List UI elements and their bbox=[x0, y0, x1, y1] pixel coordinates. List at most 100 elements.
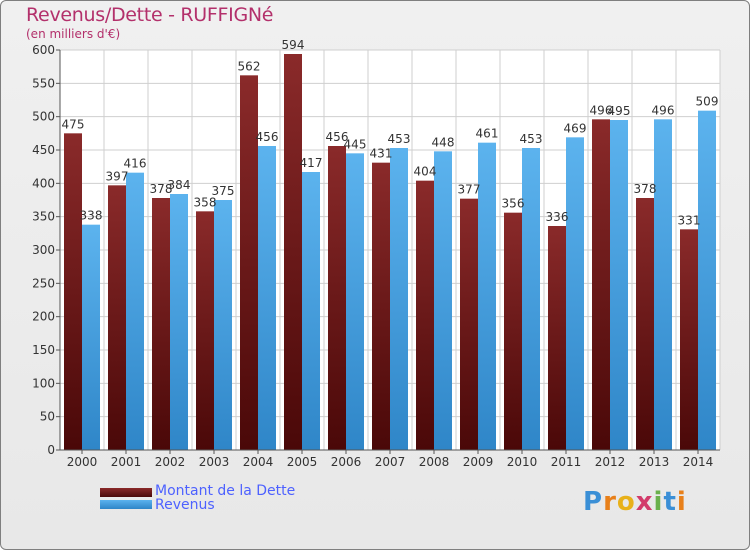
y-tick-label: 250 bbox=[32, 276, 55, 290]
data-label-dette: 475 bbox=[62, 117, 85, 131]
bar-revenus bbox=[654, 119, 672, 450]
x-tick-label: 2007 bbox=[375, 455, 406, 469]
data-label-revenus: 445 bbox=[344, 137, 367, 151]
data-label-dette: 358 bbox=[194, 195, 217, 209]
data-label-dette: 356 bbox=[502, 197, 525, 211]
x-tick-label: 2012 bbox=[595, 455, 626, 469]
legend-label-revenus: Revenus bbox=[155, 497, 215, 513]
bar-revenus bbox=[566, 137, 584, 451]
bar-revenus bbox=[478, 142, 496, 450]
y-tick-label: 600 bbox=[32, 43, 55, 57]
data-label-dette: 336 bbox=[546, 210, 569, 224]
bar-revenus bbox=[258, 146, 276, 450]
bar-dette bbox=[64, 133, 82, 451]
bar-dette bbox=[592, 119, 610, 450]
data-label-dette: 562 bbox=[238, 59, 261, 73]
bar-dette bbox=[152, 198, 170, 450]
bar-revenus bbox=[522, 148, 540, 450]
bar-dette bbox=[416, 180, 434, 450]
x-tick-label: 2001 bbox=[111, 455, 142, 469]
legend-label-dette: Montant de la Dette bbox=[155, 483, 296, 499]
logo-letter: x bbox=[635, 487, 654, 517]
chart-title: Revenus/Dette - RUFFIGNé bbox=[26, 4, 274, 26]
data-label-dette: 331 bbox=[678, 213, 701, 227]
bar-dette bbox=[240, 75, 258, 450]
bar-dette bbox=[196, 211, 214, 450]
data-label-revenus: 453 bbox=[520, 132, 543, 146]
bar-dette bbox=[328, 146, 346, 450]
bar-revenus bbox=[390, 148, 408, 450]
data-label-dette: 496 bbox=[590, 103, 613, 117]
bar-dette bbox=[680, 229, 698, 450]
bar-dette bbox=[460, 198, 478, 450]
y-tick-label: 150 bbox=[32, 343, 55, 357]
data-label-revenus: 461 bbox=[476, 127, 499, 141]
data-label-revenus: 448 bbox=[432, 135, 455, 149]
x-tick-label: 2011 bbox=[551, 455, 582, 469]
y-tick-label: 500 bbox=[32, 110, 55, 124]
logo-letter: t bbox=[663, 487, 677, 517]
logo-letter: o bbox=[616, 487, 636, 517]
bar-dette bbox=[108, 185, 126, 451]
x-tick-label: 2006 bbox=[331, 455, 362, 469]
bar-dette bbox=[284, 54, 302, 450]
x-tick-label: 2009 bbox=[463, 455, 494, 469]
data-label-revenus: 416 bbox=[124, 157, 147, 171]
data-label-revenus: 375 bbox=[212, 184, 235, 198]
data-label-dette: 456 bbox=[326, 130, 349, 144]
x-tick-label: 2005 bbox=[287, 455, 318, 469]
y-tick-label: 0 bbox=[47, 443, 55, 457]
logo-letter: i bbox=[653, 487, 664, 517]
data-label-revenus: 384 bbox=[168, 178, 191, 192]
bar-revenus bbox=[698, 110, 716, 451]
y-tick-label: 200 bbox=[32, 310, 55, 324]
x-tick-label: 2004 bbox=[243, 455, 274, 469]
data-label-revenus: 456 bbox=[256, 130, 279, 144]
legend-swatch-dette bbox=[100, 488, 152, 497]
data-label-revenus: 338 bbox=[80, 209, 103, 223]
bar-dette bbox=[548, 226, 566, 450]
bar-revenus bbox=[82, 224, 100, 450]
data-label-revenus: 417 bbox=[300, 156, 323, 170]
data-label-revenus: 509 bbox=[696, 95, 719, 109]
bar-revenus bbox=[346, 153, 364, 451]
data-label-dette: 404 bbox=[414, 165, 437, 179]
logo-letter: r bbox=[603, 487, 617, 517]
data-label-dette: 377 bbox=[458, 183, 481, 197]
chart-subtitle: (en milliers d'€) bbox=[26, 27, 121, 41]
data-label-revenus: 469 bbox=[564, 121, 587, 135]
data-label-dette: 397 bbox=[106, 169, 129, 183]
y-tick-label: 350 bbox=[32, 210, 55, 224]
y-tick-label: 300 bbox=[32, 243, 55, 257]
y-tick-label: 50 bbox=[40, 410, 55, 424]
data-label-revenus: 453 bbox=[388, 132, 411, 146]
x-tick-label: 2008 bbox=[419, 455, 450, 469]
bar-dette bbox=[372, 162, 390, 450]
data-label-revenus: 495 bbox=[608, 104, 631, 118]
bar-revenus bbox=[302, 172, 320, 450]
legend-swatch-revenus bbox=[100, 500, 152, 509]
x-tick-label: 2003 bbox=[199, 455, 230, 469]
data-label-dette: 431 bbox=[370, 147, 393, 161]
bar-dette bbox=[636, 198, 654, 450]
bar-revenus bbox=[610, 120, 628, 450]
y-tick-label: 400 bbox=[32, 176, 55, 190]
x-tick-label: 2013 bbox=[639, 455, 670, 469]
bar-dette bbox=[504, 212, 522, 450]
logo-letter: i bbox=[676, 487, 687, 517]
x-tick-label: 2014 bbox=[683, 455, 714, 469]
data-label-revenus: 496 bbox=[652, 103, 675, 117]
x-tick-label: 2002 bbox=[155, 455, 186, 469]
data-label-dette: 378 bbox=[150, 182, 173, 196]
bar-revenus bbox=[434, 151, 452, 451]
bar-revenus bbox=[170, 194, 188, 450]
y-tick-label: 100 bbox=[32, 376, 55, 390]
y-tick-label: 550 bbox=[32, 76, 55, 90]
proxiti-logo: Proxiti bbox=[583, 487, 687, 517]
y-tick-label: 450 bbox=[32, 143, 55, 157]
x-tick-label: 2000 bbox=[67, 455, 98, 469]
data-label-dette: 378 bbox=[634, 182, 657, 196]
logo-letter: P bbox=[583, 487, 604, 517]
bar-revenus bbox=[126, 172, 144, 450]
